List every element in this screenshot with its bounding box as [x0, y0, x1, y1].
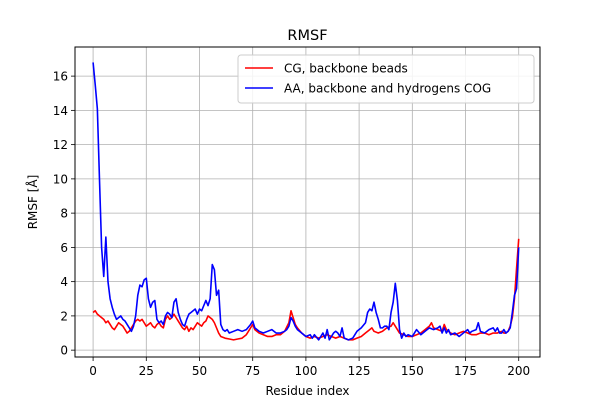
x-tick-label: 125 — [348, 364, 371, 378]
y-tick-label: 14 — [53, 104, 68, 118]
x-axis: 0 25 50 75 100 125 150 175 200 — [89, 357, 530, 378]
y-axis: 0 2 4 6 8 10 12 14 16 — [53, 70, 75, 358]
x-axis-label: Residue index — [265, 384, 349, 398]
chart-title: RMSF — [287, 28, 327, 44]
y-tick-label: 6 — [60, 241, 68, 255]
x-tick-label: 150 — [401, 364, 424, 378]
x-tick-label: 25 — [139, 364, 154, 378]
x-tick-label: 100 — [294, 364, 317, 378]
axes-frame — [74, 46, 541, 358]
x-tick-label: 0 — [89, 364, 97, 378]
y-tick-label: 16 — [53, 70, 68, 84]
series-line-1 — [92, 238, 520, 341]
y-tick-label: 8 — [60, 207, 68, 221]
y-tick-label: 0 — [60, 344, 68, 358]
legend-box — [237, 54, 535, 104]
y-tick-label: 2 — [60, 309, 68, 323]
legend-label-1: CG, backbone beads — [284, 62, 408, 76]
x-tick-label: 175 — [454, 364, 477, 378]
legend-label-2: AA, backbone and hydrogens COG — [284, 82, 491, 96]
x-tick-label: 75 — [245, 364, 260, 378]
series-line-2 — [92, 62, 520, 341]
y-tick-label: 12 — [53, 138, 68, 152]
y-tick-label: 4 — [60, 275, 68, 289]
y-axis-label: RMSF [Å] — [25, 175, 40, 230]
y-tick-label: 10 — [53, 172, 68, 186]
legend: CG, backbone beads AA, backbone and hydro… — [237, 54, 535, 104]
x-tick-label: 200 — [507, 364, 530, 378]
x-tick-label: 50 — [192, 364, 207, 378]
